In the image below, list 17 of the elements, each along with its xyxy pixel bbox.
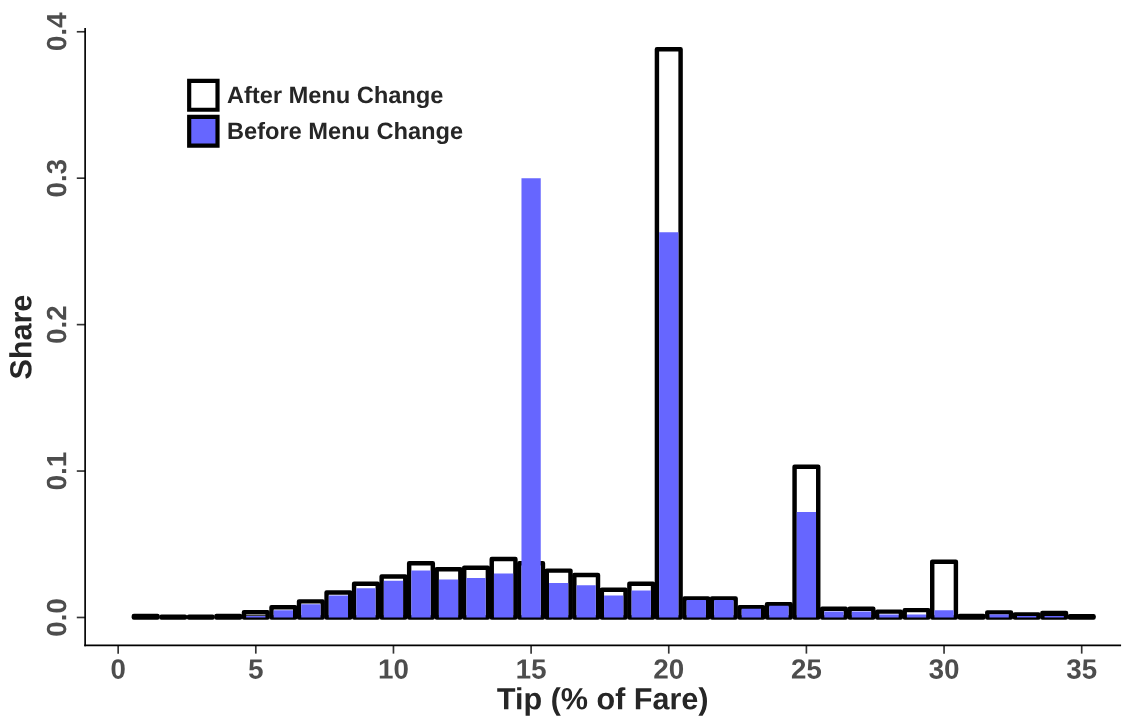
x-tick-label: 5: [248, 659, 263, 679]
y-tick-label: 0.4: [46, 12, 67, 50]
x-tick-label: 0: [111, 659, 125, 679]
legend-label: Before Menu Change: [228, 121, 463, 144]
x-tick-label: 30: [929, 659, 959, 679]
y-axis-title: Share: [9, 295, 32, 379]
x-tick-label: 25: [791, 659, 822, 679]
x-tick-label: 20: [654, 659, 684, 679]
x-tick-label: 15: [517, 659, 546, 679]
legend-label: After Menu Change: [227, 86, 443, 109]
y-tick-label: 0.1: [46, 452, 67, 490]
y-tick-label: 0.0: [46, 599, 67, 636]
x-axis-title: Tip (% of Fare): [497, 687, 707, 716]
x-tick-label: 10: [379, 659, 408, 679]
y-tick-label: 0.2: [46, 306, 67, 343]
y-tick-label: 0.3: [46, 159, 67, 197]
x-tick-label: 35: [1066, 659, 1097, 679]
